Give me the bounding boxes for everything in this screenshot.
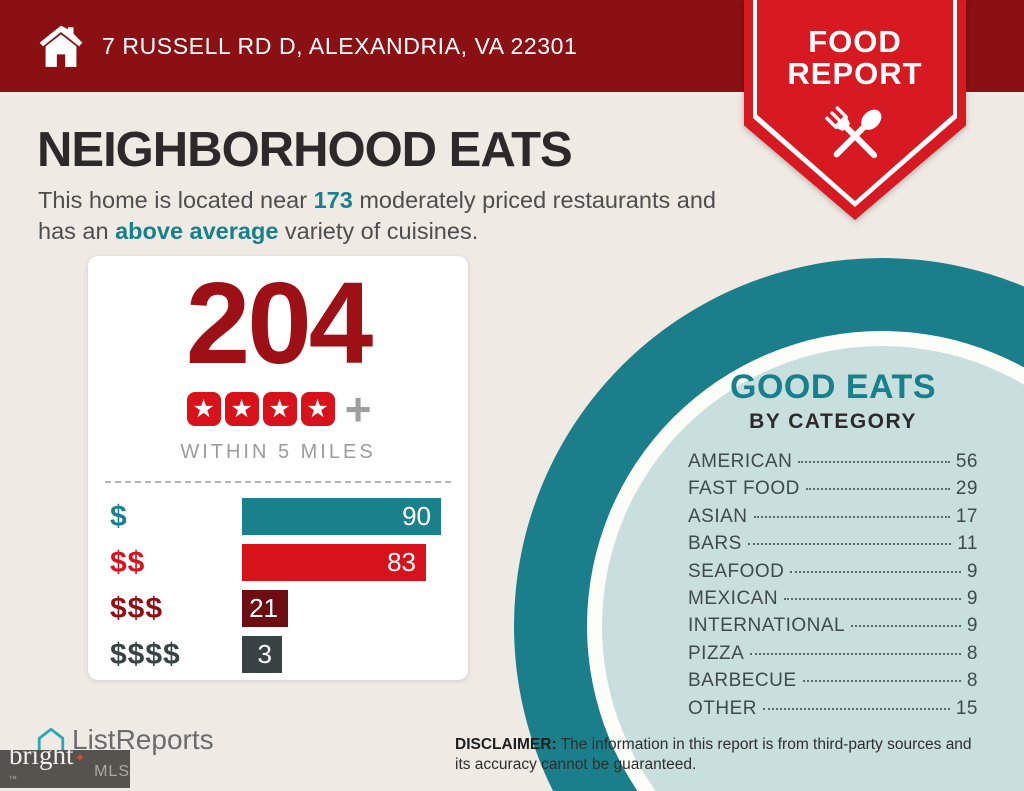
page-title: NEIGHBORHOOD EATS bbox=[37, 123, 573, 177]
dotted-leader bbox=[753, 515, 950, 518]
price-tier-label: $$$$ bbox=[110, 637, 181, 671]
star-icon: ★ bbox=[186, 392, 221, 427]
dotted-leader bbox=[784, 597, 961, 600]
category-row: INTERNATIONAL 9 bbox=[688, 615, 978, 642]
disclaimer-body: The information in this report is from t… bbox=[455, 736, 972, 774]
home-icon bbox=[39, 25, 83, 67]
price-tier-bar: 83 bbox=[242, 544, 426, 582]
category-value: 8 bbox=[966, 670, 978, 692]
category-row: PIZZA 8 bbox=[688, 643, 978, 670]
category-label: SEAFOOD bbox=[688, 560, 785, 582]
property-address: 7 RUSSELL RD D, ALEXANDRIA, VA 22301 bbox=[102, 32, 578, 59]
price-tier-value: 21 bbox=[249, 593, 278, 624]
dotted-leader bbox=[805, 488, 950, 491]
trademark-symbol: ™ bbox=[9, 774, 17, 783]
category-label: BARBECUE bbox=[688, 670, 797, 692]
category-value: 9 bbox=[966, 560, 978, 582]
total-restaurant-count: 204 bbox=[185, 258, 374, 388]
price-tier-value: 3 bbox=[257, 639, 272, 670]
good-eats-title: GOOD EATS bbox=[730, 368, 936, 406]
bright-wordmark: bright✦™ bbox=[9, 740, 86, 783]
disclaimer-text: DISCLAIMER: The information in this repo… bbox=[455, 735, 987, 776]
dotted-leader bbox=[790, 570, 961, 573]
category-row: BARBECUE 8 bbox=[688, 670, 978, 697]
price-tier-label: $$$ bbox=[110, 591, 164, 625]
category-value: 56 bbox=[955, 451, 978, 472]
category-label: MEXICAN bbox=[688, 587, 779, 609]
price-tier-label: $$ bbox=[110, 545, 146, 579]
category-value: 11 bbox=[957, 533, 978, 555]
category-value: 15 bbox=[955, 697, 978, 719]
category-list: AMERICAN 56 FAST FOOD 29 ASIAN 17 BARS 11 SEAFOO… bbox=[688, 451, 978, 725]
spoon-fork-icon bbox=[825, 106, 882, 159]
price-tier-row: $$$ 21 bbox=[110, 590, 468, 628]
intro-highlight: 173 bbox=[313, 187, 353, 213]
price-tier-bar: 90 bbox=[242, 498, 441, 536]
category-row: OTHER 15 bbox=[688, 698, 978, 725]
price-tier-row: $$$$ 3 bbox=[110, 636, 468, 674]
intro-text: This home is located near 173 moderately… bbox=[38, 185, 738, 247]
category-label: OTHER bbox=[688, 697, 757, 719]
star-rating-row: ★ ★ ★ ★ + bbox=[88, 386, 468, 432]
good-eats-subtitle: BY CATEGORY bbox=[749, 410, 917, 433]
dotted-leader bbox=[798, 461, 950, 463]
intro-segment: variety of cuisines. bbox=[278, 218, 479, 245]
category-value: 29 bbox=[955, 478, 978, 500]
dotted-leader bbox=[763, 707, 950, 710]
category-value: 9 bbox=[966, 615, 978, 637]
price-tier-value: 90 bbox=[402, 501, 431, 532]
price-tier-value: 83 bbox=[387, 547, 416, 578]
dashed-divider bbox=[105, 481, 451, 484]
badge-title-line2: REPORT bbox=[787, 56, 923, 92]
dotted-leader bbox=[851, 625, 961, 628]
plus-sign: + bbox=[344, 383, 372, 436]
listreports-label: ListReports bbox=[72, 724, 214, 755]
intro-highlight: above average bbox=[115, 218, 279, 245]
dotted-leader bbox=[802, 680, 961, 683]
dotted-leader bbox=[747, 543, 952, 546]
category-row: ASIAN 17 bbox=[688, 506, 978, 533]
category-label: AMERICAN bbox=[688, 451, 793, 472]
bright-star-icon: ✦ bbox=[74, 750, 86, 765]
intro-segment: moderately priced restaurants and bbox=[352, 187, 716, 213]
price-tier-bar-chart: $90 $$ 83 $$$ 21 $$$$ 3 bbox=[88, 498, 468, 674]
category-row: FAST FOOD 29 bbox=[688, 478, 978, 505]
bright-mls-logo: bright✦™ MLS bbox=[0, 742, 130, 788]
food-report-badge: FOOD REPORT bbox=[744, 0, 966, 220]
category-value: 8 bbox=[966, 642, 978, 664]
category-row: BARS 11 bbox=[688, 533, 978, 560]
star-icon: ★ bbox=[300, 392, 335, 427]
star-icon: ★ bbox=[262, 392, 297, 427]
price-tier-label: $ bbox=[110, 499, 128, 533]
badge-content: FOOD REPORT bbox=[744, 0, 966, 183]
price-tier-bar: 21 bbox=[242, 590, 288, 628]
radius-label: WITHIN 5 MILES bbox=[180, 441, 376, 464]
disclaimer-label: DISCLAIMER: bbox=[455, 736, 557, 753]
price-tier-bar: 3 bbox=[242, 636, 282, 674]
badge-title-line1: FOOD bbox=[808, 24, 902, 59]
category-label: INTERNATIONAL bbox=[688, 615, 846, 637]
restaurant-summary-card: 204 ★ ★ ★ ★ + WITHIN 5 MILES $90 $$ 83 $$$ 21 $$$… bbox=[88, 256, 468, 680]
mls-label: MLS bbox=[94, 763, 130, 780]
category-row: AMERICAN 56 bbox=[688, 451, 978, 478]
category-row: MEXICAN 9 bbox=[688, 588, 978, 615]
intro-segment: This home is located near bbox=[38, 187, 314, 213]
category-row: SEAFOOD 9 bbox=[688, 561, 978, 588]
dotted-leader bbox=[750, 652, 961, 655]
category-label: BARS bbox=[688, 533, 742, 555]
category-label: FAST FOOD bbox=[688, 478, 800, 500]
category-value: 17 bbox=[955, 505, 978, 527]
listreports-logo: ListReports bbox=[36, 724, 214, 756]
good-eats-panel: GOOD EATS BY CATEGORY AMERICAN 56 FAST FOO… bbox=[688, 368, 978, 725]
intro-segment: has an bbox=[38, 218, 116, 245]
category-label: PIZZA bbox=[688, 642, 745, 664]
category-label: ASIAN bbox=[688, 505, 748, 527]
price-tier-row: $$ 83 bbox=[110, 544, 468, 582]
price-tier-row: $90 bbox=[110, 498, 468, 536]
category-value: 9 bbox=[966, 587, 978, 609]
star-icon: ★ bbox=[224, 392, 259, 427]
